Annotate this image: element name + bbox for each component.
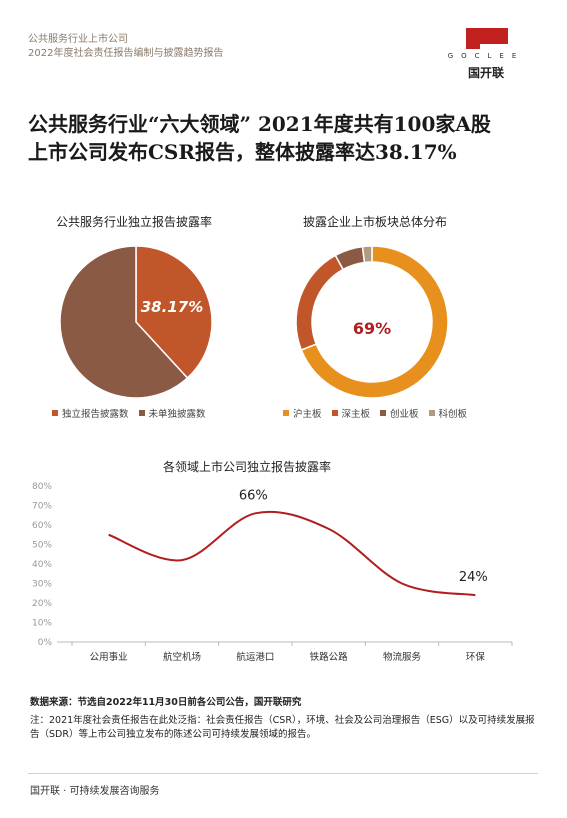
disclosure-rate-pie-chart: 38.17% (59, 245, 213, 399)
pie-chart-legend: 独立报告披露数 未单独披露数 (52, 406, 206, 420)
pie-slice-item-3 (361, 245, 373, 264)
line-chart-title: 各领域上市公司独立报告披露率 (163, 460, 332, 474)
legend-entry: 未单独披露数 (138, 406, 206, 420)
y-tick-label: 50% (32, 541, 52, 551)
line-data-label: 24% (459, 570, 488, 585)
x-tick-label: 航运港口 (236, 651, 274, 663)
legend-swatch (380, 410, 387, 416)
legend-entry: 深主板 (331, 406, 371, 420)
x-tick-label: 环保 (466, 651, 486, 663)
y-tick-label: 60% (32, 521, 52, 531)
page-title-line-2: 上市公司发布CSR报告，整体披露率达38.17% (28, 140, 457, 164)
header-company-line: 公共服务行业上市公司 (28, 34, 128, 45)
legend-entry: 独立报告披露数 (52, 406, 129, 420)
y-tick-label: 30% (32, 580, 52, 590)
legend-swatch (52, 410, 58, 416)
pie-slice-item-1 (59, 245, 189, 399)
legend-entry: 科创板 (428, 406, 468, 420)
pie-chart-title: 公共服务行业独立报告披露率 (56, 215, 213, 229)
legend-swatch (331, 410, 338, 416)
y-tick-label: 70% (32, 502, 52, 512)
legend-entry: 创业板 (380, 406, 419, 420)
legend-swatch (283, 410, 289, 416)
header-report-line: 2022年度社会责任报告编制与披露趋势报告 (28, 48, 224, 59)
definition-note: 注：2021年度社会责任报告在此处泛指：社会责任报告（CSR），环境、社会及公司… (30, 715, 535, 740)
pie-data-label: 69% (353, 319, 391, 338)
board-distribution-donut-chart: 69% (295, 245, 449, 399)
line-data-label: 66% (239, 488, 268, 503)
series-line (108, 510, 476, 597)
legend-label: 深主板 (341, 409, 371, 420)
pie-slice-item-1 (295, 254, 345, 351)
footer-divider (28, 773, 538, 774)
pie-data-label: 38.17% (141, 298, 203, 316)
y-tick-label: 0% (38, 638, 53, 648)
logo-wordmark: GOCLEE (447, 52, 525, 60)
x-tick-label: 航空机场 (163, 651, 201, 663)
y-tick-label: 80% (32, 482, 52, 492)
x-tick-label: 公用事业 (90, 651, 128, 663)
sector-disclosure-line-chart: 0% 10% 20% 30% 40% 50% 60% 70% 80% 公用事业 航空机场 航运港口 铁路… (32, 482, 513, 663)
legend-label: 独立报告披露数 (62, 409, 129, 420)
goclee-logo-mark (466, 28, 508, 49)
legend-swatch (428, 410, 435, 416)
y-tick-label: 10% (32, 619, 52, 629)
legend-label: 未单独披露数 (148, 409, 206, 420)
legend-swatch (138, 410, 145, 416)
pie-slice-item-0 (300, 245, 449, 399)
logo-red-block (466, 28, 508, 49)
x-tick-label: 铁路公路 (310, 651, 349, 663)
page-title: 公共服务行业“六大领域” 2021年度共有100家A股 上市公司发布CSR报告，… (28, 110, 548, 166)
y-tick-label: 20% (32, 599, 52, 609)
x-tick-label: 物流服务 (383, 651, 422, 663)
data-source-note: 数据来源：节选自2022年11月30日前各公司公告，国开联研究 (30, 697, 302, 708)
footer-text: 国开联 · 可持续发展咨询服务 (30, 786, 160, 797)
donut-chart-legend: 沪主板 深主板 创业板 科创板 (283, 406, 467, 420)
legend-label: 沪主板 (293, 409, 322, 420)
page-title-line-1: 公共服务行业“六大领域” 2021年度共有100家A股 (28, 112, 491, 136)
legend-label: 创业板 (390, 409, 419, 420)
logo-cn-name: 国开联 (467, 66, 504, 80)
donut-chart-title: 披露企业上市板块总体分布 (303, 215, 448, 229)
legend-entry: 沪主板 (283, 406, 322, 420)
y-tick-label: 40% (32, 560, 52, 570)
legend-label: 科创板 (438, 409, 468, 420)
pie-slice-item-0 (135, 245, 213, 380)
